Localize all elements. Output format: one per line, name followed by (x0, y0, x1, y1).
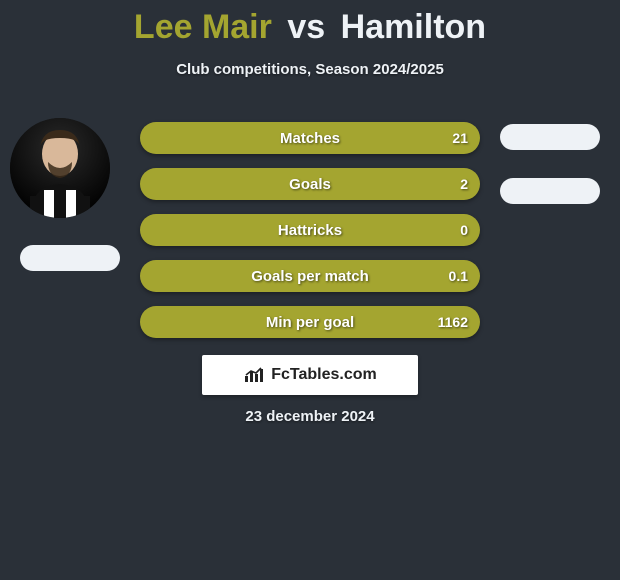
side-pill-left (20, 245, 120, 271)
stat-label: Goals (140, 168, 480, 200)
bar-chart-icon (243, 366, 265, 384)
side-pill-right (500, 178, 600, 204)
stat-value-right: 2 (460, 168, 468, 200)
stat-value-right: 0 (460, 214, 468, 246)
stats-container: Matches21 Goals2 Hattricks0 Goals per match… (140, 122, 480, 352)
stat-row: Goals per match0.1 (140, 260, 480, 292)
stat-label: Goals per match (140, 260, 480, 292)
stat-value-right: 21 (452, 122, 468, 154)
subtitle: Club competitions, Season 2024/2025 (0, 61, 620, 78)
stat-label: Matches (140, 122, 480, 154)
avatar-icon (10, 118, 110, 218)
title-separator: vs (287, 8, 325, 46)
stat-value-right: 1162 (438, 306, 468, 338)
side-pill-right (500, 124, 600, 150)
page-title: Lee Mair vs Hamilton (0, 0, 620, 47)
stat-value-right: 0.1 (449, 260, 468, 292)
player1-avatar (10, 118, 110, 218)
title-player1: Lee Mair (134, 8, 272, 46)
stat-row: Matches21 (140, 122, 480, 154)
stat-row: Min per goal1162 (140, 306, 480, 338)
date: 23 december 2024 (0, 408, 620, 425)
stat-label: Hattricks (140, 214, 480, 246)
title-player2: Hamilton (341, 8, 486, 46)
stat-row: Hattricks0 (140, 214, 480, 246)
stat-row: Goals2 (140, 168, 480, 200)
stat-label: Min per goal (140, 306, 480, 338)
brand-badge: FcTables.com (202, 355, 418, 395)
brand-text: FcTables.com (271, 366, 377, 384)
